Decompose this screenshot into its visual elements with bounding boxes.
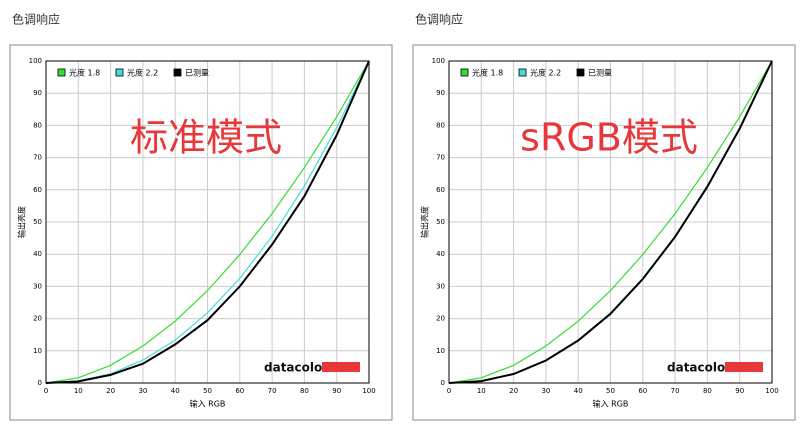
y-tick-label: 20 xyxy=(436,315,445,323)
x-tick-label: 20 xyxy=(509,387,518,395)
legend-swatch xyxy=(115,68,124,77)
x-tick-label: 30 xyxy=(541,387,550,395)
legend-label: 光度 1.8 xyxy=(69,68,100,78)
x-tick-label: 10 xyxy=(74,387,83,395)
x-tick-label: 0 xyxy=(447,387,451,395)
series-line xyxy=(45,60,370,384)
x-tick-label: 70 xyxy=(268,387,277,395)
logo-bar xyxy=(322,362,360,372)
chart-title: 色调响应 xyxy=(12,12,60,27)
x-tick-label: 10 xyxy=(477,387,486,395)
x-tick-label: 50 xyxy=(606,387,615,395)
x-tick-label: 0 xyxy=(44,387,48,395)
y-tick-label: 90 xyxy=(436,89,445,97)
x-axis-label: 输入 RGB xyxy=(593,399,629,409)
y-tick-label: 70 xyxy=(33,154,42,162)
series-line xyxy=(448,60,773,384)
y-axis-label: 输出亮度 xyxy=(17,206,27,238)
legend-label: 光度 2.2 xyxy=(530,68,561,78)
y-tick-label: 40 xyxy=(33,250,42,258)
series-line xyxy=(448,60,773,384)
logo-bar xyxy=(725,362,763,372)
x-tick-label: 50 xyxy=(203,387,212,395)
y-tick-label: 80 xyxy=(33,121,42,129)
chart-title: 色调响应 xyxy=(415,12,463,27)
x-tick-label: 100 xyxy=(765,387,778,395)
x-tick-label: 40 xyxy=(171,387,180,395)
y-tick-label: 50 xyxy=(33,218,42,226)
x-tick-label: 40 xyxy=(574,387,583,395)
y-tick-label: 30 xyxy=(33,282,42,290)
plot-frame xyxy=(448,60,773,384)
x-tick-label: 90 xyxy=(735,387,744,395)
y-tick-label: 20 xyxy=(33,315,42,323)
logo-text: datacolor xyxy=(667,361,731,375)
x-tick-label: 70 xyxy=(671,387,680,395)
y-tick-label: 10 xyxy=(436,347,445,355)
y-tick-label: 70 xyxy=(436,154,445,162)
x-tick-label: 90 xyxy=(332,387,341,395)
x-axis-label: 输入 RGB xyxy=(190,399,226,409)
y-tick-label: 50 xyxy=(436,218,445,226)
y-tick-label: 40 xyxy=(436,250,445,258)
annotation: 标准模式 xyxy=(130,116,282,160)
y-tick-label: 30 xyxy=(436,282,445,290)
x-tick-label: 80 xyxy=(300,387,309,395)
y-tick-label: 10 xyxy=(33,347,42,355)
x-tick-label: 80 xyxy=(703,387,712,395)
legend-swatch xyxy=(460,68,469,77)
y-axis-label: 输出亮度 xyxy=(420,206,430,238)
series-line xyxy=(45,60,370,384)
legend-label: 已测量 xyxy=(185,69,209,78)
y-tick-label: 90 xyxy=(33,89,42,97)
x-tick-label: 30 xyxy=(138,387,147,395)
x-tick-label: 20 xyxy=(106,387,115,395)
y-tick-label: 60 xyxy=(33,186,42,194)
y-tick-label: 80 xyxy=(436,121,445,129)
plot-frame xyxy=(45,60,370,384)
y-tick-label: 0 xyxy=(441,379,445,387)
x-tick-label: 60 xyxy=(235,387,244,395)
y-tick-label: 60 xyxy=(436,186,445,194)
legend-label: 光度 2.2 xyxy=(127,68,158,78)
y-tick-label: 100 xyxy=(29,57,42,65)
legend-swatch xyxy=(57,68,66,77)
annotation: sRGB模式 xyxy=(520,116,698,160)
x-tick-label: 100 xyxy=(362,387,375,395)
y-tick-label: 0 xyxy=(38,379,42,387)
legend-label: 光度 1.8 xyxy=(472,68,503,78)
y-tick-label: 100 xyxy=(432,57,445,65)
logo-text: datacolor xyxy=(264,361,328,375)
legend-swatch xyxy=(576,68,585,77)
legend-swatch xyxy=(518,68,527,77)
legend-swatch xyxy=(173,68,182,77)
x-tick-label: 60 xyxy=(638,387,647,395)
legend-label: 已测量 xyxy=(588,69,612,78)
